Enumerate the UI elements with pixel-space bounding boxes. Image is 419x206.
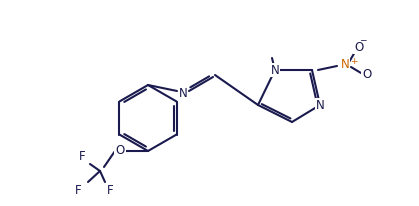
Text: O: O: [115, 144, 124, 158]
Text: O: O: [362, 69, 372, 82]
Text: N: N: [271, 63, 279, 76]
Text: N: N: [341, 59, 349, 71]
Text: +: +: [350, 56, 357, 66]
Text: F: F: [79, 151, 85, 164]
Text: F: F: [75, 185, 81, 198]
Text: N: N: [178, 87, 187, 99]
Text: N: N: [316, 98, 324, 111]
Text: O: O: [354, 41, 364, 54]
Text: F: F: [107, 185, 113, 198]
Text: −: −: [359, 35, 367, 44]
